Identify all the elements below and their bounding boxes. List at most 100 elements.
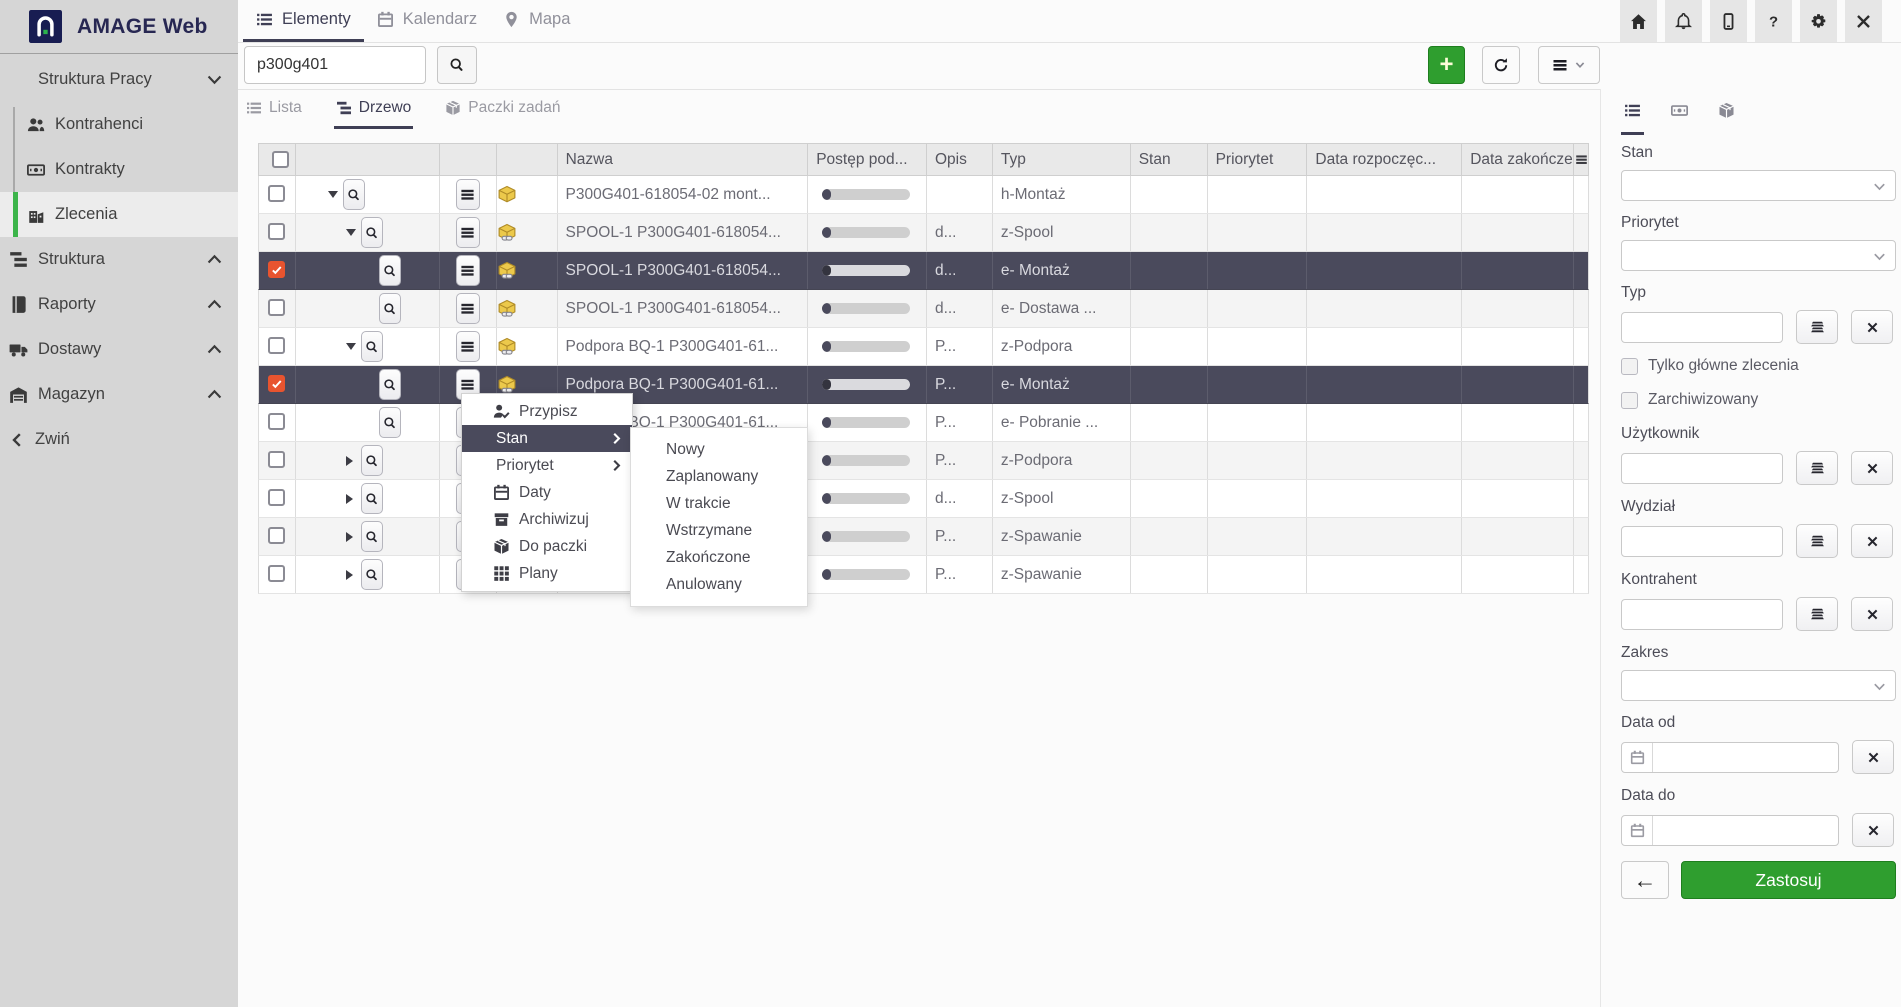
row-checkbox[interactable] <box>268 337 286 354</box>
notifications-button[interactable] <box>1665 0 1702 42</box>
row-details-button[interactable] <box>455 255 480 286</box>
filter-select-zakres[interactable] <box>1621 670 1896 701</box>
submenu-item-w-trakcie[interactable]: W trakcie <box>666 495 731 512</box>
filter-select-priorytet[interactable] <box>1621 240 1896 271</box>
search-button[interactable] <box>437 46 477 84</box>
table-row[interactable]: Podpora BQ-1 P300G401-61... P... e- Pobran… <box>258 404 1589 442</box>
filter-checkbox-tylko-glowne[interactable]: Tylko główne zlecenia <box>1621 356 1901 376</box>
apply-button[interactable]: Zastosuj <box>1681 861 1896 899</box>
filter-clear-button-typ[interactable] <box>1851 310 1893 344</box>
filter-input-uzytkownik[interactable] <box>1621 452 1783 484</box>
context-menu-item-daty[interactable]: Daty <box>462 479 632 506</box>
row-checkbox[interactable] <box>268 527 286 544</box>
row-zoom-button[interactable] <box>378 255 401 286</box>
context-menu-item-archiwizuj[interactable]: Archiwizuj <box>462 506 632 533</box>
header-priorytet[interactable]: Priorytet <box>1206 144 1307 175</box>
filter-clear-button-uzytkownik[interactable] <box>1851 451 1893 485</box>
header-select-all[interactable] <box>259 144 295 175</box>
sidebar-item-magazyn[interactable]: Magazyn <box>0 372 238 417</box>
filter-tab-filters-packages[interactable] <box>1715 89 1738 135</box>
checkbox[interactable] <box>1621 357 1638 375</box>
context-menu-item-do-paczki[interactable]: Do paczki <box>462 533 632 560</box>
search-input[interactable] <box>244 46 426 84</box>
filter-date-data-do[interactable] <box>1621 814 1839 846</box>
submenu-item-zakonczone[interactable]: Zakończone <box>666 549 751 566</box>
header-opis[interactable]: Opis <box>926 144 992 175</box>
filter-date-data-od[interactable] <box>1621 741 1839 773</box>
expand-toggle-icon[interactable] <box>345 494 353 504</box>
row-zoom-button[interactable] <box>378 407 401 438</box>
view-tab-paczki[interactable]: Paczki zadań <box>443 90 562 129</box>
table-row[interactable]: P... z-Podpora <box>258 442 1589 480</box>
calendar-trigger[interactable] <box>1622 815 1653 845</box>
context-menu-item-przypisz[interactable]: Przypisz <box>462 398 632 425</box>
filter-tab-filters-contracts[interactable] <box>1668 89 1691 135</box>
filter-pick-button-typ[interactable] <box>1796 310 1838 344</box>
header-data-zakonczenia[interactable]: Data zakończe <box>1461 144 1573 175</box>
settings-button[interactable] <box>1800 0 1837 42</box>
sidebar-item-dostawy[interactable]: Dostawy <box>0 327 238 372</box>
row-details-button[interactable] <box>455 217 480 248</box>
add-button[interactable]: + <box>1428 46 1465 84</box>
filter-pick-button-kontrahent[interactable] <box>1796 597 1838 631</box>
table-row[interactable]: P300G401-618054-02 mont... h-Montaż <box>258 176 1589 214</box>
row-zoom-button[interactable] <box>360 521 383 552</box>
row-checkbox[interactable] <box>268 223 286 240</box>
collapse-toggle-icon[interactable] <box>345 343 356 350</box>
row-checkbox[interactable] <box>268 185 286 202</box>
row-zoom-button[interactable] <box>360 559 383 590</box>
calendar-trigger[interactable] <box>1622 742 1653 772</box>
row-checkbox[interactable] <box>268 261 286 278</box>
header-data-rozpoczecia[interactable]: Data rozpoczęc... <box>1306 144 1461 175</box>
filter-checkbox-zarchiwizowany[interactable]: Zarchiwizowany <box>1621 390 1901 410</box>
header-postep[interactable]: Postęp pod... <box>807 144 926 175</box>
table-row[interactable]: SPOOL-1 P300G401-618054... d... e- Montaż <box>258 252 1589 290</box>
table-row[interactable]: P... z-Spawanie <box>258 556 1589 594</box>
help-button[interactable]: ? <box>1755 0 1792 42</box>
row-zoom-button[interactable] <box>342 179 365 210</box>
row-checkbox[interactable] <box>268 413 286 430</box>
table-row[interactable]: P... z-Spawanie <box>258 518 1589 556</box>
expand-toggle-icon[interactable] <box>345 532 353 542</box>
table-row[interactable]: Podpora BQ-1 P300G401-61... P... e- Montaż <box>258 366 1589 404</box>
sidebar-item-raporty[interactable]: Raporty <box>0 282 238 327</box>
filter-clear-button-wydzial[interactable] <box>1851 524 1893 558</box>
row-zoom-button[interactable] <box>360 483 383 514</box>
filter-pick-button-wydzial[interactable] <box>1796 524 1838 558</box>
row-details-button[interactable] <box>455 179 480 210</box>
home-button[interactable] <box>1620 0 1657 42</box>
filter-input-kontrahent[interactable] <box>1621 598 1783 630</box>
expand-toggle-icon[interactable] <box>345 456 353 466</box>
tab-mapa[interactable]: Mapa <box>490 0 583 42</box>
sidebar-item-kontrahenci[interactable]: Kontrahenci <box>0 102 238 147</box>
filter-clear-button-data-do[interactable] <box>1852 813 1894 847</box>
row-details-button[interactable] <box>455 331 480 362</box>
filter-clear-button-data-od[interactable] <box>1852 740 1894 774</box>
close-button[interactable] <box>1845 0 1882 42</box>
filter-select-stan[interactable] <box>1621 170 1896 201</box>
row-checkbox[interactable] <box>268 299 286 316</box>
mobile-button[interactable] <box>1710 0 1747 42</box>
row-checkbox[interactable] <box>268 489 286 506</box>
select-all-checkbox[interactable] <box>272 151 290 168</box>
tab-elementy[interactable]: Elementy <box>243 0 364 42</box>
row-zoom-button[interactable] <box>360 445 383 476</box>
row-details-button[interactable] <box>455 293 480 324</box>
filter-clear-button-kontrahent[interactable] <box>1851 597 1893 631</box>
sidebar-item-struktura[interactable]: Struktura <box>0 237 238 282</box>
header-nazwa[interactable]: Nazwa <box>556 144 808 175</box>
table-row[interactable]: SPOOL-1 P300G401-618054... d... e- Dostawa… <box>258 290 1589 328</box>
tab-kalendarz[interactable]: Kalendarz <box>364 0 490 42</box>
sidebar-item-struktura-pracy[interactable]: Struktura Pracy <box>0 57 238 102</box>
sidebar-item-zlecenia[interactable]: Zlecenia <box>0 192 238 237</box>
context-menu-item-priorytet[interactable]: Priorytet <box>462 452 632 479</box>
row-zoom-button[interactable] <box>360 331 383 362</box>
table-row[interactable]: Podpora BQ-1 P300G401-61... P... z-Podpora <box>258 328 1589 366</box>
sidebar-item-zwin[interactable]: Zwiń <box>0 417 238 462</box>
context-menu-item-plany[interactable]: Plany <box>462 560 632 587</box>
header-stan[interactable]: Stan <box>1129 144 1207 175</box>
expand-toggle-icon[interactable] <box>345 570 353 580</box>
table-row[interactable]: d... z-Spool <box>258 480 1589 518</box>
submenu-item-wstrzymane[interactable]: Wstrzymane <box>666 522 753 539</box>
collapse-toggle-icon[interactable] <box>345 229 356 236</box>
